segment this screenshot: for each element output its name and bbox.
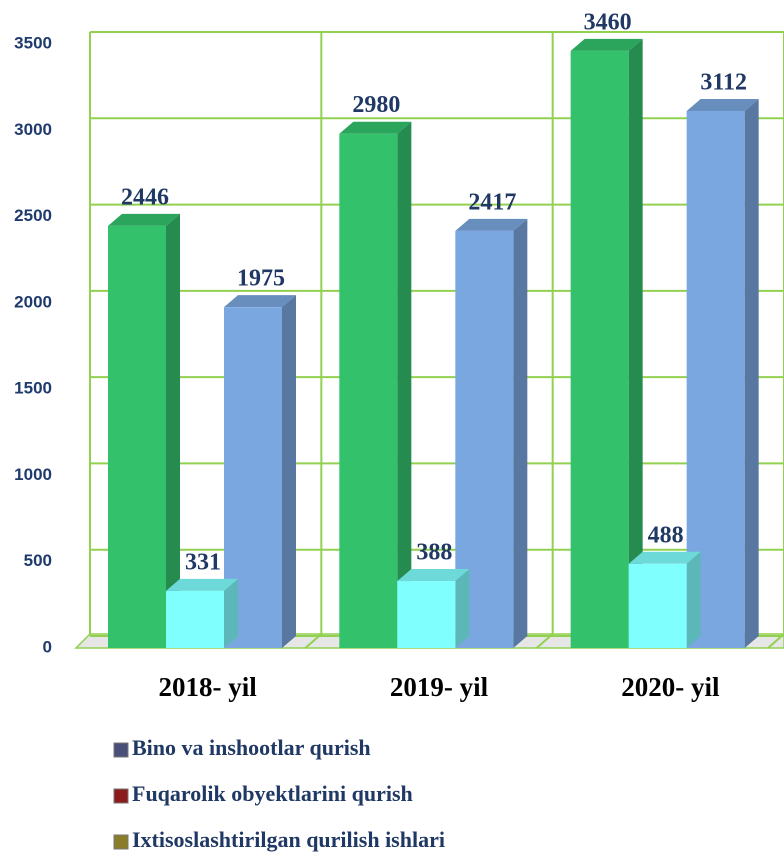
legend-label: Bino va inshootlar qurish [132,735,371,760]
y-tick-label: 1000 [14,465,52,484]
legend-swatch [113,742,129,758]
bar [397,569,470,648]
data-label: 2446 [121,184,169,210]
data-label: 1975 [237,266,285,292]
bar-top [224,295,296,308]
y-tick-label: 2000 [14,292,52,311]
bar-side [455,569,470,648]
y-tick-label: 2500 [14,206,52,225]
bar-side [628,38,643,649]
data-label: 331 [185,549,221,575]
bar-top [686,98,759,111]
bar [570,38,643,649]
bar [224,295,296,648]
bar-top [397,569,470,582]
legend-label: Fuqarolik obyektlarini qurish [132,781,413,806]
bar [108,213,180,648]
bar [166,578,238,648]
data-label: 488 [648,522,684,548]
bar-top [455,218,528,231]
bar [628,551,701,648]
legend-swatch [113,788,129,804]
bar-side [224,578,238,648]
bar-side [744,98,759,649]
bar-front [628,563,687,648]
bar-top [339,121,412,134]
y-tick-label: 500 [24,551,52,570]
bar-front [570,50,629,649]
legend-swatch [113,834,129,850]
bar-front [108,225,166,648]
bar-side [686,551,701,648]
x-tick-label: 2020- yil [621,672,720,702]
bar-top [108,213,180,226]
bar-side [513,218,528,649]
bar-side [166,213,180,648]
data-label: 3460 [584,9,632,35]
bar-front [397,581,456,648]
y-tick-label: 0 [43,637,52,656]
y-tick-label: 3500 [14,33,52,52]
bar-top [628,551,701,564]
data-label: 3112 [700,69,747,95]
bar-top [166,578,238,591]
y-tick-label: 3000 [14,120,52,139]
bar-side [282,295,296,648]
y-tick-label: 1500 [14,379,52,398]
bar-side [397,121,412,649]
data-label: 2980 [352,92,400,118]
data-label: 388 [416,540,452,566]
x-tick-label: 2019- yil [390,672,489,702]
data-label: 2417 [468,189,516,215]
legend-label: Ixtisoslashtirilgan qurilish ishlari [132,827,445,852]
bar [339,121,412,649]
bar-top [570,38,643,51]
x-tick-label: 2018- yil [159,672,258,702]
bar-front [166,590,224,648]
bar-front [339,133,398,649]
